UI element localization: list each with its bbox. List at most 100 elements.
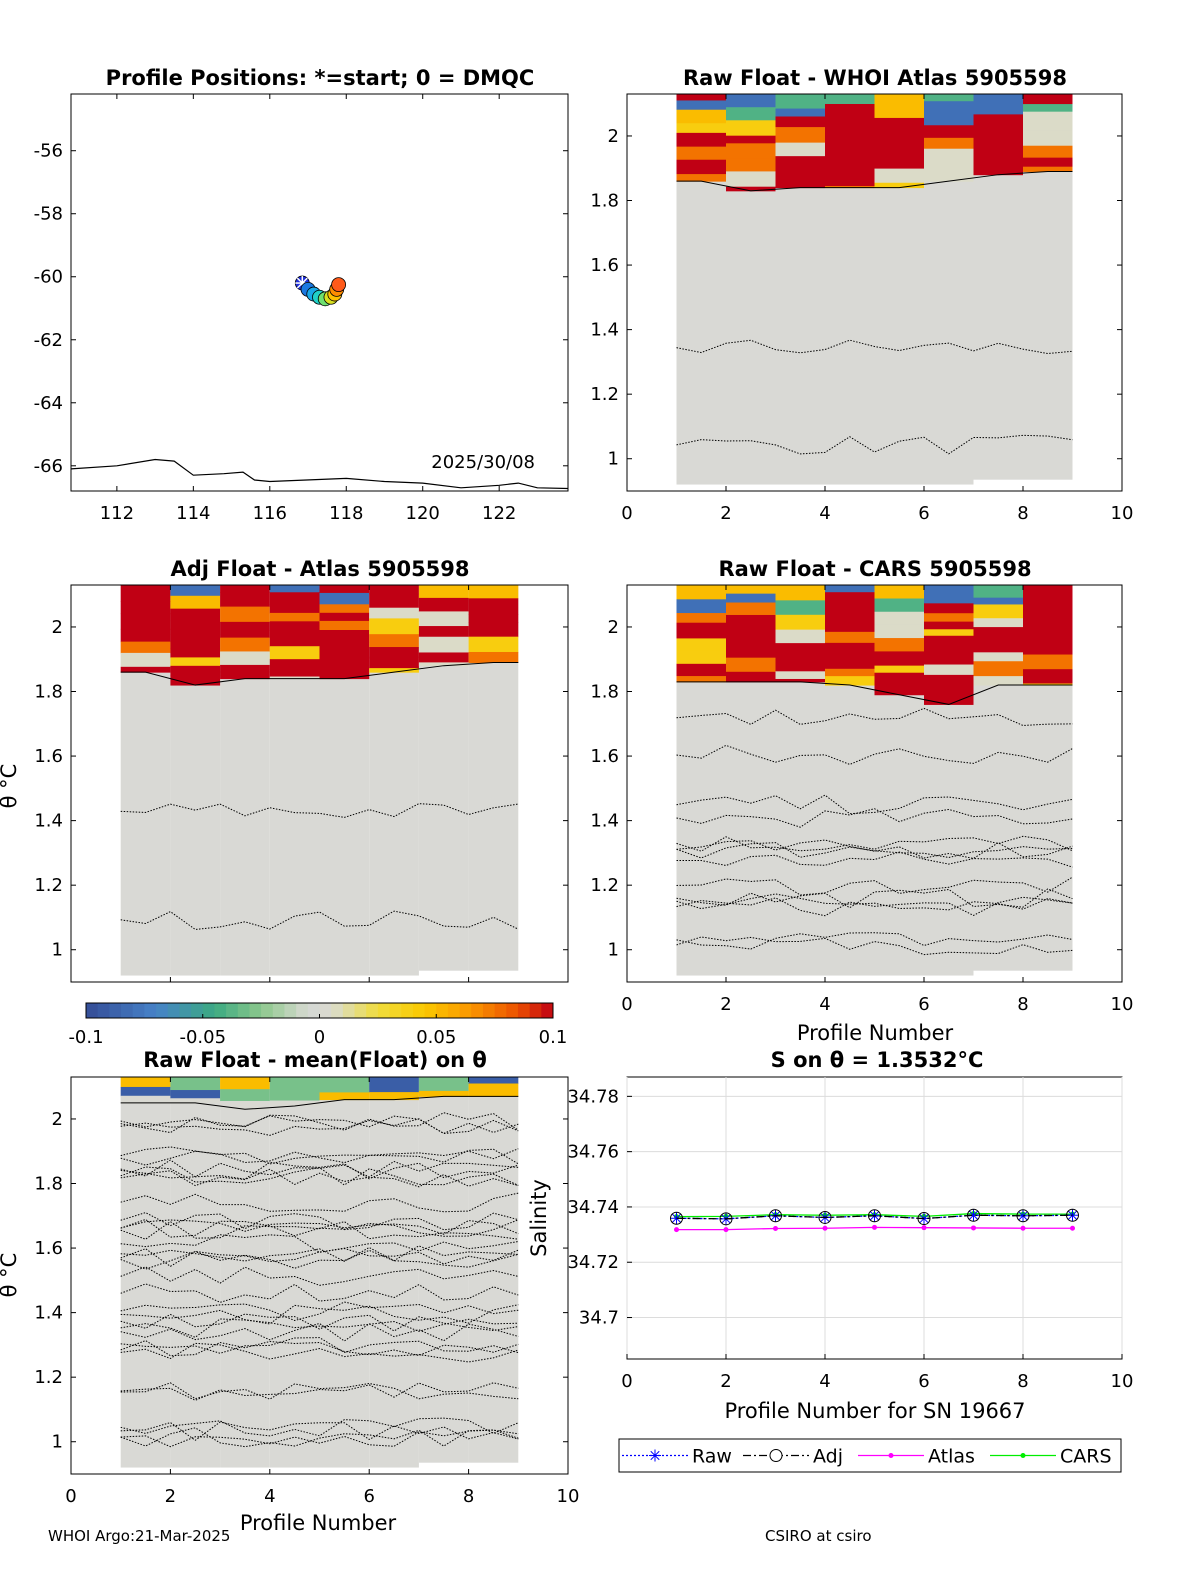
heatmap-cell <box>874 146 924 160</box>
heatmap-cell <box>319 641 370 659</box>
heatmap-cell <box>775 629 825 644</box>
salinity-panel: S on θ = 1.3532°C 0 2 4 6 8 10 34.7 34.72 34.74 3… <box>527 1048 1133 1473</box>
y-tick-label: 1.8 <box>34 1174 63 1195</box>
heatmap-cell <box>775 678 825 683</box>
heatmap-cell <box>418 652 469 663</box>
heatmap-cell <box>924 596 974 604</box>
heatmap-cell <box>1023 111 1073 119</box>
heatmap-cell <box>973 604 1023 619</box>
colorbar-tick-label: 0.1 <box>539 1027 568 1048</box>
y-tick-label: -60 <box>34 267 63 288</box>
contour-line <box>676 893 1073 911</box>
colorbar-segment <box>319 1003 332 1018</box>
heatmap-cell <box>418 611 469 627</box>
contour-line <box>120 661 519 686</box>
heatmap-cell <box>825 661 875 670</box>
heatmap-cell <box>1023 683 1073 686</box>
adj-point <box>868 1209 881 1223</box>
heatmap-cell <box>874 685 924 696</box>
series-point-atlas <box>723 1227 729 1233</box>
heatmap-cell <box>220 592 270 608</box>
heatmap-frame <box>70 1076 569 1475</box>
series-point-atlas <box>971 1225 976 1231</box>
colorbar-segment <box>86 1003 99 1018</box>
heatmap-cell <box>825 668 875 677</box>
heatmap-cell <box>924 674 974 690</box>
heatmap-cell <box>825 128 875 140</box>
heatmap-cell <box>825 585 875 593</box>
heatmap-cell <box>170 1090 221 1099</box>
heatmap-cell <box>775 657 825 672</box>
heatmap-cell <box>726 614 776 630</box>
heatmap-cells <box>676 585 1073 976</box>
heatmap-cell <box>726 94 776 108</box>
contour-line <box>120 1148 519 1166</box>
heatmap-cell <box>120 613 171 630</box>
heatmap-cell <box>924 156 974 173</box>
heatmap-cell <box>120 1095 171 1104</box>
heatmap-cell <box>220 1089 270 1102</box>
heatmap-cell <box>468 1083 519 1097</box>
heatmap-cell <box>825 103 875 118</box>
y-tick-label: 1.4 <box>590 320 619 341</box>
heatmap-cell <box>1023 137 1073 147</box>
heatmap-cell <box>775 585 825 601</box>
contour-line <box>120 1427 519 1448</box>
heatmap-cell <box>825 158 875 172</box>
heatmap-cell <box>369 593 419 609</box>
heatmap-cell <box>825 170 875 187</box>
heatmap-cell <box>726 158 776 172</box>
heatmap-cell <box>676 599 726 614</box>
contour-line <box>676 896 1073 917</box>
contour-line <box>120 1322 519 1342</box>
heatmap-cell <box>924 689 974 705</box>
raw-cars-xlabel: Profile Number <box>797 1021 954 1045</box>
y-tick-label: 1.2 <box>34 875 63 896</box>
heatmap-cell <box>924 629 974 637</box>
heatmap-cell <box>924 603 974 614</box>
heatmap-cell <box>874 651 924 667</box>
contour-line <box>676 170 1073 192</box>
contour-line <box>120 1382 519 1400</box>
heatmap-cell <box>973 114 1023 123</box>
heatmap-cell <box>319 1077 370 1468</box>
heatmap-cell <box>874 158 924 170</box>
colorbar-segment <box>249 1003 262 1018</box>
colorbar-segment <box>447 1003 461 1018</box>
heatmap-cell <box>220 1077 270 1468</box>
heatmap-cell <box>726 585 776 595</box>
heatmap-cell <box>170 634 221 649</box>
heatmap-cell <box>676 676 726 683</box>
heatmap-cell <box>775 671 825 680</box>
colorbar-segment <box>436 1003 449 1018</box>
salinity-grid: 0 2 4 6 8 10 34.7 34.72 34.74 34.76 34.78 <box>567 1077 1133 1392</box>
heatmap-cell <box>269 621 320 631</box>
series-point-atlas <box>674 1227 679 1233</box>
heatmap-cell <box>319 592 370 605</box>
adj-point <box>917 1212 931 1226</box>
adj-atlas-title: Adj Float - Atlas 5905598 <box>170 557 469 581</box>
heatmap-cell <box>825 631 875 644</box>
heatmap-cell <box>973 652 1023 662</box>
heatmap-cell <box>1023 94 1073 105</box>
heatmap-cell <box>874 133 924 148</box>
adj-point <box>818 1210 832 1224</box>
x-tick-label: 6 <box>918 503 929 524</box>
heatmap-cell <box>170 657 221 667</box>
colorbar-segment <box>482 1003 496 1018</box>
heatmap-cell <box>418 1077 469 1092</box>
heatmap-cell <box>676 100 726 111</box>
adj-point <box>1016 1209 1030 1223</box>
heatmap-cell <box>220 671 270 680</box>
y-tick-label: 1 <box>608 449 619 470</box>
x-tick-label: 0 <box>65 1486 76 1507</box>
heatmap-cell <box>269 1077 320 1088</box>
colorbar-segment <box>132 1003 145 1018</box>
heatmap-cell <box>924 650 974 666</box>
contour-line <box>120 1266 519 1286</box>
contour-line <box>120 1166 519 1186</box>
colorbar-segment <box>121 1003 134 1018</box>
heatmap-cell <box>170 648 221 658</box>
colorbar-segment <box>389 1003 402 1018</box>
